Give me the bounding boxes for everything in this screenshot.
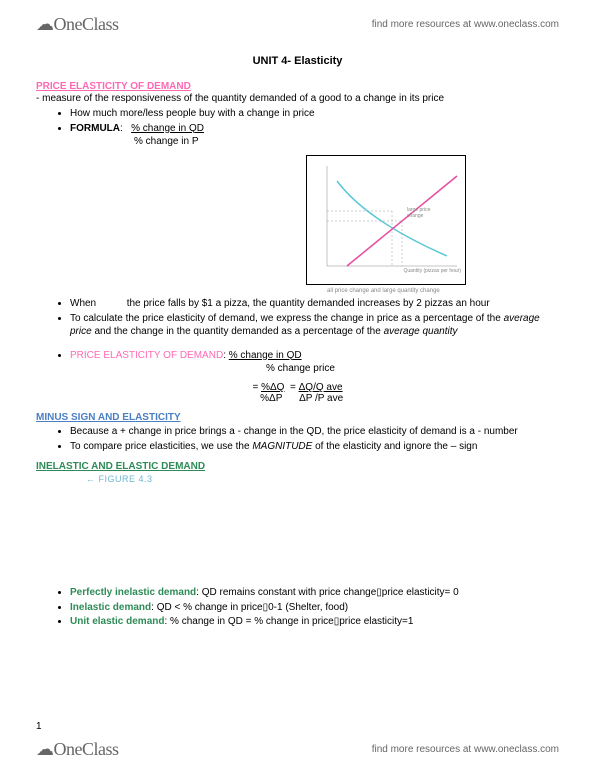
list-item: PRICE ELASTICITY OF DEMAND: % change in … — [70, 349, 559, 363]
formula-label: FORMULA — [70, 123, 120, 134]
list-item: Inelastic demand: QD < % change in price… — [70, 601, 559, 615]
list-item: Perfectly inelastic demand: QD remains c… — [70, 586, 559, 600]
chart-svg: large price change — [307, 156, 467, 286]
heading-ped: PRICE ELASTICITY OF DEMAND — [36, 81, 559, 92]
formula-eq: = %ΔQ = ΔQ/Q ave — [36, 382, 559, 393]
page-title: UNIT 4- Elasticity — [36, 55, 559, 67]
list-item: When the price falls by $1 a pizza, the … — [70, 297, 559, 311]
ped-formula-list: PRICE ELASTICITY OF DEMAND: % change in … — [36, 349, 559, 363]
page-number: 1 — [36, 721, 42, 732]
heading-minus: MINUS SIGN AND ELASTICITY — [36, 412, 559, 423]
ped-denom: % change price — [36, 363, 559, 374]
svg-text:change: change — [407, 213, 424, 219]
elasticity-chart: large price change Quantity (pizzas per … — [306, 155, 466, 285]
list-item: FORMULA: % change in QD — [70, 122, 559, 136]
formula-eq2: %ΔP ΔP /P ave — [36, 393, 559, 404]
list-item: Unit elastic demand: % change in QD = % … — [70, 615, 559, 629]
example-list: When the price falls by $1 a pizza, the … — [36, 297, 559, 339]
resources-link-top[interactable]: find more resources at www.oneclass.com — [372, 19, 559, 30]
demand-types-list: Perfectly inelastic demand: QD remains c… — [36, 586, 559, 629]
resources-link-bottom[interactable]: find more resources at www.oneclass.com — [372, 744, 559, 755]
chart-caption: all price change and large quantity chan… — [327, 288, 440, 294]
figure-spacer — [36, 484, 559, 584]
list-item: To calculate the price elasticity of dem… — [70, 312, 559, 339]
ped-label: PRICE ELASTICITY OF DEMAND — [70, 350, 223, 361]
list-item: Because a + change in price brings a - c… — [70, 425, 559, 439]
heading-inelastic: INELASTIC AND ELASTIC DEMAND — [36, 461, 559, 472]
logo-top: ☁OneClass — [36, 14, 119, 35]
blank-chart-left — [106, 155, 186, 285]
minus-list: Because a + change in price brings a - c… — [36, 425, 559, 453]
list-item: How much more/less people buy with a cha… — [70, 107, 559, 121]
page-footer: ☁OneClass find more resources at www.one… — [36, 739, 559, 760]
ped-definition: - measure of the responsiveness of the q… — [36, 92, 559, 105]
logo-bottom: ☁OneClass — [36, 739, 119, 760]
ped-list: How much more/less people buy with a cha… — [36, 107, 559, 135]
chart-xlabel: Quantity (pizzas per hour) — [403, 268, 461, 274]
formula-denominator: % change in P — [36, 136, 559, 147]
figure-label: ← FIGURE 4.3 — [86, 474, 559, 484]
page-header: ☁OneClass find more resources at www.one… — [36, 14, 559, 35]
list-item: To compare price elasticities, we use th… — [70, 440, 559, 454]
formula-numerator: % change in QD — [131, 123, 204, 134]
